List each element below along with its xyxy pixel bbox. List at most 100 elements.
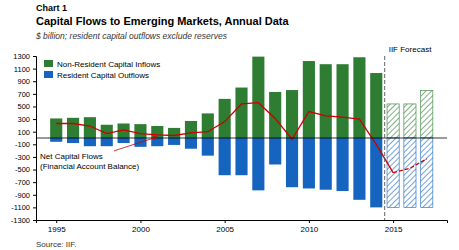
- y-tick: -900: [15, 191, 36, 200]
- x-tick: 2015: [385, 220, 403, 234]
- chart: 19952000200520102015-1300-1100-900-700-5…: [0, 0, 459, 250]
- axis-line: [33, 57, 37, 221]
- subtitle: $ billion; resident capital outflows exc…: [35, 31, 228, 41]
- tick-label: -700: [15, 178, 30, 187]
- bar: [118, 138, 130, 143]
- y-tick: 100: [17, 128, 36, 137]
- bar: [337, 64, 349, 138]
- y-tick: 1300: [13, 52, 36, 61]
- bar: [353, 138, 365, 200]
- legend-label: Non-Resident Capital Inflows: [57, 60, 160, 69]
- bar: [219, 99, 231, 138]
- tick-label: 700: [17, 90, 30, 99]
- bar: [134, 124, 146, 138]
- bar: [303, 138, 315, 188]
- legend-item: Resident Capital Outflows: [44, 71, 149, 80]
- bar-series: [50, 57, 433, 138]
- bar: [337, 138, 349, 191]
- tick-mark: [33, 195, 36, 196]
- bar: [168, 128, 180, 138]
- tick-mark: [33, 144, 36, 145]
- tick-mark: [33, 207, 36, 208]
- bar: [404, 104, 416, 138]
- bar: [235, 88, 247, 138]
- tick-mark: [33, 132, 36, 133]
- tick-mark: [33, 106, 36, 107]
- tick-label: 1300: [13, 52, 30, 61]
- tick-label: 2015: [385, 225, 403, 234]
- tick-mark: [56, 220, 57, 223]
- annotation: (Financial Account Balance): [40, 162, 140, 171]
- x-tick: 1995: [48, 220, 66, 234]
- bar: [286, 90, 298, 138]
- tick-label: 300: [17, 115, 30, 124]
- axis-line: [37, 221, 448, 224]
- bar: [404, 138, 416, 207]
- tick-mark: [140, 220, 141, 223]
- y-tick: 700: [17, 90, 36, 99]
- tick-mark: [393, 220, 394, 223]
- y-tick: 1100: [14, 65, 36, 74]
- tick-mark: [33, 56, 36, 57]
- bar: [370, 73, 382, 138]
- legend-label: Resident Capital Outflows: [57, 71, 149, 80]
- bar: [67, 138, 79, 143]
- bar: [67, 118, 79, 138]
- tick-label: -1100: [11, 203, 30, 212]
- bar: [101, 138, 113, 146]
- y-axis: -1300 -1100 -900 -700 -500 -300 -100 100 300 500 7…: [11, 52, 37, 225]
- x-axis: 19952000200520102015: [37, 220, 448, 234]
- bar: [219, 138, 231, 175]
- bar: [151, 126, 163, 138]
- tick-label: -1300: [11, 216, 30, 225]
- tick-mark: [33, 157, 36, 158]
- bar: [269, 138, 281, 164]
- y-tick: 900: [17, 77, 36, 86]
- tick-mark: [33, 119, 36, 120]
- bar: [320, 64, 332, 138]
- tick-mark: [33, 81, 36, 82]
- y-tick: -100: [15, 140, 36, 149]
- source: Source: IIF.: [36, 240, 76, 249]
- tick-mark: [309, 220, 310, 223]
- y-tick: -1100: [11, 203, 36, 212]
- bar: [151, 138, 163, 146]
- legend-swatch: [44, 71, 53, 78]
- annotation: Net Capital Flows: [40, 152, 103, 161]
- bar: [286, 138, 298, 187]
- tick-label: 2000: [132, 225, 150, 234]
- tick-label: -900: [15, 191, 30, 200]
- tick-label: 2005: [216, 225, 234, 234]
- tick-label: 100: [17, 128, 30, 137]
- marks: [50, 57, 433, 208]
- annotation-arrow: [114, 137, 157, 151]
- chart-label: Chart 1: [36, 3, 67, 13]
- bar: [252, 57, 264, 138]
- bar-series: [50, 138, 433, 207]
- tick-mark: [225, 220, 226, 223]
- bar: [50, 138, 62, 142]
- tick-label: -300: [15, 153, 30, 162]
- tick-mark: [33, 182, 36, 183]
- title: Capital Flows to Emerging Markets, Annua…: [36, 15, 290, 27]
- y-tick: 500: [17, 102, 36, 111]
- bar: [50, 118, 62, 138]
- bar: [303, 61, 315, 138]
- x-tick: 2000: [132, 220, 150, 234]
- line-forecast: [393, 159, 427, 173]
- bar: [235, 138, 247, 175]
- tick-mark: [33, 220, 36, 221]
- tick-label: 900: [17, 77, 30, 86]
- bar: [168, 138, 180, 145]
- bar: [202, 138, 214, 156]
- tick-mark: [33, 69, 36, 70]
- bar: [370, 138, 382, 207]
- y-tick: 300: [17, 115, 36, 124]
- y-tick: -500: [15, 165, 36, 174]
- legend-item: Non-Resident Capital Inflows: [44, 60, 160, 69]
- legend: Non-Resident Capital Inflows Resident Cap…: [44, 60, 160, 80]
- tick-mark: [33, 170, 36, 171]
- bar: [252, 138, 264, 190]
- bar: [202, 113, 214, 138]
- plot-area: 19952000200520102015-1300-1100-900-700-5…: [11, 45, 448, 234]
